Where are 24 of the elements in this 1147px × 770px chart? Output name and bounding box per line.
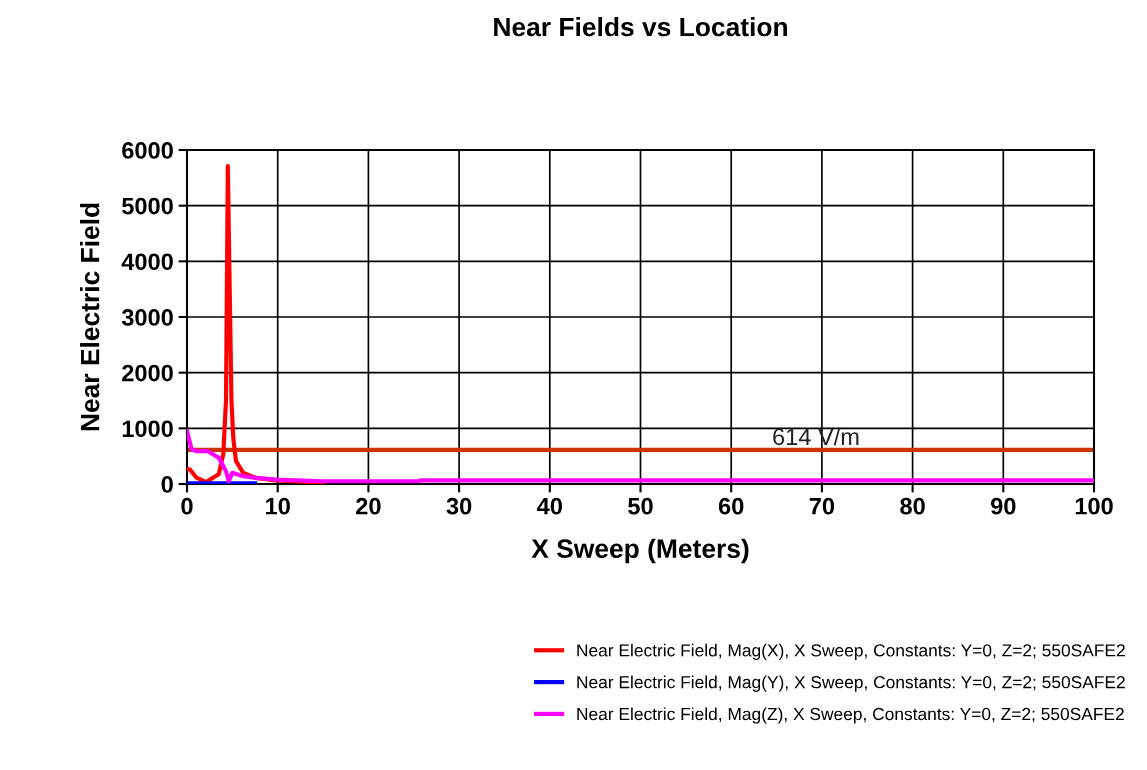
x-tick-label: 40	[537, 497, 562, 515]
y-tick-label: 5000	[122, 197, 173, 215]
x-tick-label: 50	[628, 497, 653, 515]
legend-label: Near Electric Field, Mag(X), X Sweep, Constants: Y=0, Z=2; 550SAFE2	[577, 643, 1125, 660]
x-tick-label: 100	[1075, 497, 1113, 515]
x-tick-label: 60	[718, 497, 744, 515]
y-tick-label: 3000	[121, 309, 173, 326]
x-tick-label: 10	[266, 497, 290, 515]
y-tick-label: 0	[161, 476, 173, 493]
x-tick-label: 90	[990, 497, 1016, 515]
x-tick-label: 30	[446, 497, 472, 515]
x-tick-label: 0	[181, 497, 193, 515]
chart-title: Near Fields vs Location	[494, 16, 787, 37]
x-axis-title: X Sweep (Meters)	[531, 538, 749, 564]
y-tick-label: 4000	[121, 253, 173, 271]
legend-label: Near Electric Field, Mag(Y), X Sweep, Constants: Y=0, Z=2; 550SAFE2	[577, 675, 1125, 692]
y-tick-label: 6000	[122, 142, 173, 159]
x-tick-label: 20	[356, 497, 381, 515]
x-tick-label: 70	[809, 497, 835, 515]
y-tick-label: 2000	[122, 364, 173, 382]
x-tick-label: 80	[900, 497, 925, 515]
legend-label: Near Electric Field, Mag(Z), X Sweep, Constants: Y=0, Z=2; 550SAFE2	[577, 707, 1124, 724]
y-axis-title: Near Electric Field	[80, 203, 100, 431]
y-tick-label: 1000	[122, 420, 173, 438]
